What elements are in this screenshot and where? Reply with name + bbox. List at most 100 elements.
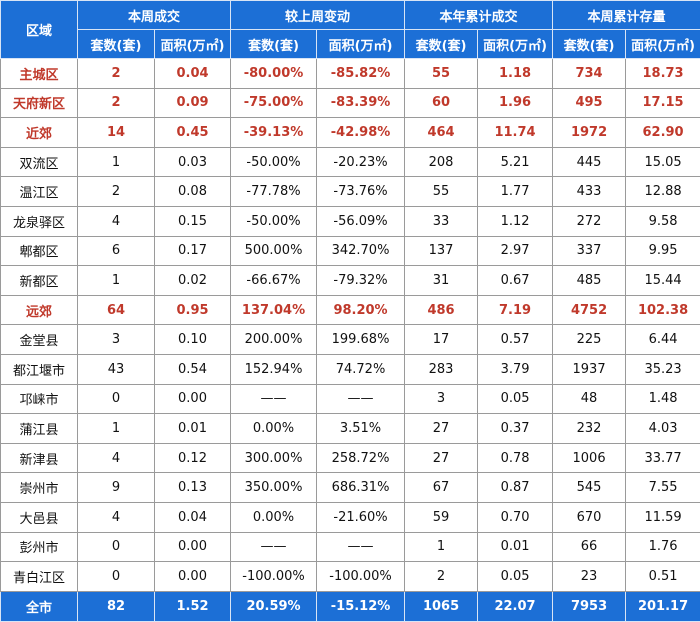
table-cell: -77.78% <box>231 177 317 207</box>
table-cell: -100.00% <box>231 562 317 592</box>
table-cell: 3.79 <box>478 354 553 384</box>
table-cell: 337 <box>553 236 626 266</box>
table-cell: 3 <box>405 384 478 414</box>
table-cell: 4 <box>78 502 155 532</box>
table-cell: -83.39% <box>317 88 405 118</box>
table-cell: 3.51% <box>317 414 405 444</box>
table-cell: 300.00% <box>231 443 317 473</box>
table-cell: 1.18 <box>478 59 553 89</box>
table-cell: 0.95 <box>155 295 231 325</box>
table-cell: 62.90 <box>626 118 700 148</box>
table-cell: 64 <box>78 295 155 325</box>
table-cell: 0.04 <box>155 502 231 532</box>
row-label: 温江区 <box>1 177 78 207</box>
table-cell: 0.01 <box>478 532 553 562</box>
table-cell: 258.72% <box>317 443 405 473</box>
table-cell: 0.04 <box>155 59 231 89</box>
table-cell: 232 <box>553 414 626 444</box>
subheader-units: 套数(套) <box>405 30 478 59</box>
table-cell: 2.97 <box>478 236 553 266</box>
table-cell: 15.05 <box>626 147 700 177</box>
header-weekly-deals: 本周成交 <box>78 1 231 30</box>
table-cell: 7.19 <box>478 295 553 325</box>
table-cell: 0.57 <box>478 325 553 355</box>
subheader-area: 面积(万㎡) <box>317 30 405 59</box>
table-cell: 1972 <box>553 118 626 148</box>
header-week-change: 较上周变动 <box>231 1 405 30</box>
row-label: 都江堰市 <box>1 354 78 384</box>
table-cell: 0 <box>78 384 155 414</box>
table-cell: 15.44 <box>626 266 700 296</box>
table-cell: 283 <box>405 354 478 384</box>
table-cell: 2 <box>78 59 155 89</box>
row-label: 彭州市 <box>1 532 78 562</box>
table-cell: 4 <box>78 443 155 473</box>
table-cell: 0.70 <box>478 502 553 532</box>
table-cell: 6.44 <box>626 325 700 355</box>
table-cell: -100.00% <box>317 562 405 592</box>
table-cell: 11.74 <box>478 118 553 148</box>
row-label: 蒲江县 <box>1 414 78 444</box>
table-cell: 0.02 <box>155 266 231 296</box>
subheader-area: 面积(万㎡) <box>155 30 231 59</box>
table-cell: 17 <box>405 325 478 355</box>
header-region: 区域 <box>1 1 78 59</box>
table-cell: -75.00% <box>231 88 317 118</box>
table-cell: -85.82% <box>317 59 405 89</box>
subheader-units: 套数(套) <box>553 30 626 59</box>
table-cell: 0.08 <box>155 177 231 207</box>
table-cell: 686.31% <box>317 473 405 503</box>
table-cell: 0 <box>78 532 155 562</box>
table-cell: 199.68% <box>317 325 405 355</box>
table-cell: 200.00% <box>231 325 317 355</box>
table-cell: 67 <box>405 473 478 503</box>
table-cell: 27 <box>405 443 478 473</box>
row-label: 金堂县 <box>1 325 78 355</box>
table-cell: 59 <box>405 502 478 532</box>
table-cell: 3 <box>78 325 155 355</box>
table-cell: 0.78 <box>478 443 553 473</box>
table-header: 区域 本周成交 较上周变动 本年累计成交 本周累计存量 套数(套)面积(万㎡)套… <box>1 1 700 59</box>
table-cell: -42.98% <box>317 118 405 148</box>
table-cell: 486 <box>405 295 478 325</box>
table-cell: —— <box>231 384 317 414</box>
table-cell: 272 <box>553 206 626 236</box>
table-cell: 9 <box>78 473 155 503</box>
table-cell: 43 <box>78 354 155 384</box>
table-cell: 27 <box>405 414 478 444</box>
table-cell: 2 <box>405 562 478 592</box>
table-cell: —— <box>317 532 405 562</box>
table-cell: -39.13% <box>231 118 317 148</box>
table-cell: 1 <box>78 147 155 177</box>
table-cell: 0 <box>78 562 155 592</box>
table-cell: 9.95 <box>626 236 700 266</box>
table-cell: 0.51 <box>626 562 700 592</box>
table-cell: 0.05 <box>478 562 553 592</box>
row-label: 青白江区 <box>1 562 78 592</box>
table-cell: 12.88 <box>626 177 700 207</box>
table-cell: 545 <box>553 473 626 503</box>
table-cell: 0.15 <box>155 206 231 236</box>
table-cell: 0.17 <box>155 236 231 266</box>
row-label: 新都区 <box>1 266 78 296</box>
table-cell: 0.01 <box>155 414 231 444</box>
table-cell: -50.00% <box>231 147 317 177</box>
table-cell: 137 <box>405 236 478 266</box>
table-cell: 1.76 <box>626 532 700 562</box>
table-cell: 2 <box>78 177 155 207</box>
table-cell: 225 <box>553 325 626 355</box>
table-cell: 11.59 <box>626 502 700 532</box>
table-cell: 208 <box>405 147 478 177</box>
table-cell: -56.09% <box>317 206 405 236</box>
subheader-units: 套数(套) <box>231 30 317 59</box>
